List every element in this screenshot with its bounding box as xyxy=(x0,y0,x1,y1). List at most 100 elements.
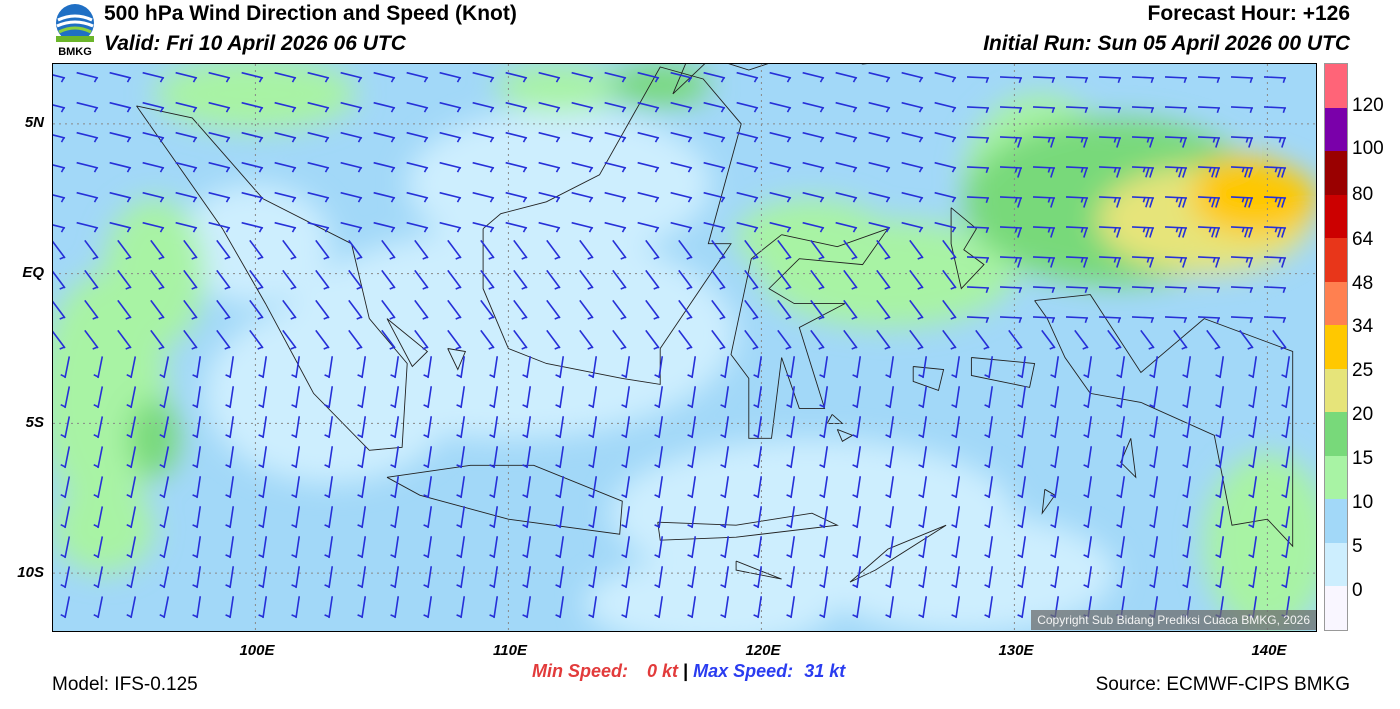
wind-barb xyxy=(142,101,165,113)
wind-barb xyxy=(918,356,928,379)
wind-barb xyxy=(1215,566,1225,589)
wind-barb xyxy=(1248,476,1258,499)
wind-barb xyxy=(966,226,990,233)
wind-barb xyxy=(192,536,202,559)
wind-barb xyxy=(76,191,99,203)
wind-barb xyxy=(258,416,268,439)
wind-barb xyxy=(1182,386,1192,409)
wind-barb xyxy=(588,416,598,439)
wind-barb xyxy=(183,329,198,350)
wind-barb xyxy=(76,131,99,143)
wind-barb xyxy=(918,446,928,469)
lon-label-130e: 130E xyxy=(998,642,1034,659)
wind-barb xyxy=(208,191,231,203)
wind-barb xyxy=(324,446,334,469)
wind-barb xyxy=(670,161,693,173)
wind-barb xyxy=(126,566,137,589)
wind-barb xyxy=(786,596,796,619)
wind-barb xyxy=(1182,566,1192,589)
wind-barb xyxy=(786,476,796,499)
wind-barb xyxy=(670,71,693,83)
wind-barb xyxy=(373,221,396,233)
wind-barb xyxy=(225,566,235,589)
wind-barb xyxy=(175,71,198,83)
wind-barb xyxy=(1197,316,1221,323)
wind-barb xyxy=(76,221,99,233)
wind-barb xyxy=(885,506,895,529)
wind-barb xyxy=(637,101,660,113)
wind-barb xyxy=(390,446,400,469)
wind-barb xyxy=(868,161,891,173)
wind-barb xyxy=(885,476,895,499)
wind-barb xyxy=(522,386,532,409)
wind-barb xyxy=(604,101,627,113)
wind-barb xyxy=(241,161,264,173)
wind-barb xyxy=(885,386,895,409)
coastline xyxy=(657,512,839,541)
wind-barb xyxy=(489,446,499,469)
speed-region xyxy=(812,513,1116,631)
wind-barb xyxy=(1098,166,1122,178)
wind-barb xyxy=(1230,136,1254,148)
wind-barb xyxy=(1083,356,1093,379)
wind-barb xyxy=(901,71,924,83)
wind-barb xyxy=(621,536,631,559)
wind-barb xyxy=(637,161,660,173)
wind-barb xyxy=(835,131,858,143)
wind-barb xyxy=(93,596,104,619)
wind-barb xyxy=(999,196,1023,208)
legend-label-0: 0 xyxy=(1352,580,1363,601)
wind-barb xyxy=(736,131,759,143)
wind-barb xyxy=(53,300,66,320)
wind-barb xyxy=(1281,386,1291,409)
wind-barb xyxy=(53,330,66,350)
wind-barb xyxy=(406,221,429,233)
wind-barb xyxy=(291,446,301,469)
wind-barb xyxy=(357,446,367,469)
wind-barb xyxy=(60,416,71,439)
lon-label-140e: 140E xyxy=(1251,642,1287,659)
wind-barb xyxy=(192,566,202,589)
wind-barb xyxy=(1149,416,1159,439)
wind-barb xyxy=(1032,226,1056,238)
wind-barb xyxy=(1263,196,1287,208)
wind-barb xyxy=(687,566,697,589)
wind-barb xyxy=(357,566,367,589)
wind-barb xyxy=(456,506,466,529)
wind-barb xyxy=(93,566,104,589)
wind-barb xyxy=(274,101,297,113)
wind-barb xyxy=(1149,506,1159,529)
wind-barb xyxy=(703,221,726,233)
speed-region xyxy=(1204,453,1316,631)
wind-barb xyxy=(1164,166,1188,178)
coastline xyxy=(447,348,467,371)
wind-barb xyxy=(1272,329,1287,350)
wind-barb xyxy=(1017,536,1027,559)
wind-barb xyxy=(876,299,891,320)
wind-barb xyxy=(1065,76,1089,83)
wind-barb xyxy=(753,356,763,379)
wind-barb xyxy=(1248,506,1258,529)
coastline xyxy=(1120,438,1137,479)
wind-barb xyxy=(612,239,627,260)
wind-barb xyxy=(1263,106,1287,113)
wind-barb xyxy=(241,71,264,83)
wind-barb xyxy=(324,566,334,589)
wind-barb xyxy=(868,221,891,233)
wind-barb xyxy=(373,101,396,113)
coastline xyxy=(386,318,429,368)
wind-barb xyxy=(538,131,561,143)
wind-barb xyxy=(538,191,561,203)
wind-barb xyxy=(274,131,297,143)
wind-barb xyxy=(966,196,990,203)
wind-barb xyxy=(934,131,957,143)
wind-barb xyxy=(241,221,264,233)
wind-barb xyxy=(720,476,730,499)
wind-barb xyxy=(999,286,1023,293)
wind-barb xyxy=(1197,106,1221,113)
wind-barb xyxy=(885,566,895,589)
wind-barb xyxy=(456,596,466,619)
wind-map[interactable] xyxy=(52,63,1317,632)
legend-swatch xyxy=(1325,455,1347,500)
wind-barb xyxy=(555,356,565,379)
